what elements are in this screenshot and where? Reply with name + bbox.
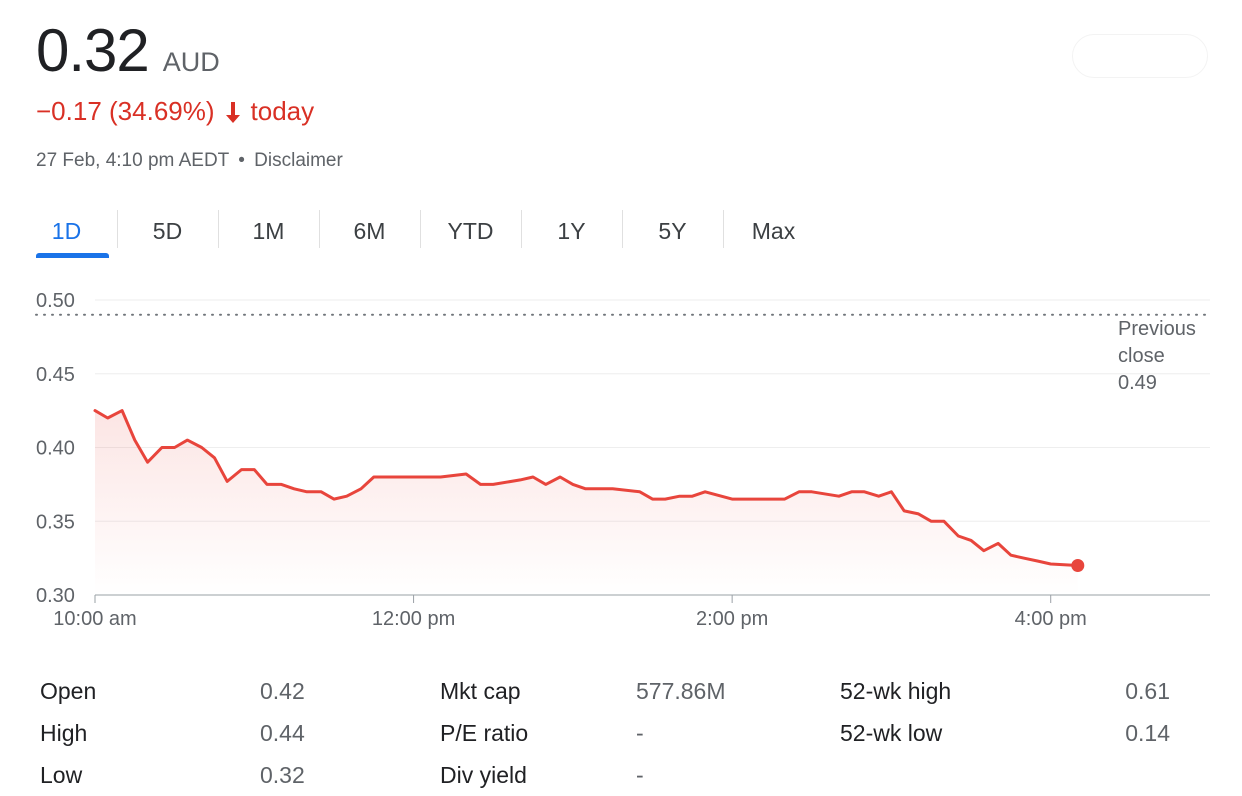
price-chart[interactable]: 0.50 0.45 0.40 0.35 0.30 Previous close 0.49 10:…	[0, 278, 1242, 638]
y-tick-label: 0.40	[36, 438, 75, 460]
currency-code: AUD	[162, 47, 220, 77]
tab-label: Max	[751, 218, 796, 244]
stat-empty	[840, 754, 1060, 796]
change-value: −0.17 (34.69%)	[36, 96, 215, 126]
tab-1y[interactable]: 1Y	[521, 206, 622, 258]
x-tick-label: 10:00 am	[53, 608, 136, 630]
tab-label: 5Y	[658, 218, 687, 244]
tab-label: 6M	[353, 218, 386, 244]
previous-close-label: close	[1118, 345, 1165, 367]
stat-value: -	[636, 720, 644, 746]
price-line	[93, 409, 1080, 567]
tab-label: 5D	[152, 218, 183, 244]
quote-meta: 27 Feb, 4:10 pm AEDT • Disclaimer	[36, 150, 343, 172]
timestamp: 27 Feb, 4:10 pm AEDT	[36, 150, 229, 171]
tab-label: YTD	[447, 218, 494, 244]
y-tick-label: 0.45	[36, 364, 75, 386]
stat-value: 0.44	[260, 720, 305, 746]
tab-5y[interactable]: 5Y	[622, 206, 723, 258]
stat-label: Div yield	[440, 762, 527, 788]
y-tick-label: 0.30	[36, 585, 75, 607]
stat-label: 52-wk low	[840, 720, 943, 746]
arrow-down-icon	[223, 100, 243, 124]
current-price: 0.32	[36, 17, 150, 84]
follow-button[interactable]	[1072, 34, 1208, 78]
tab-label: 1M	[252, 218, 285, 244]
price-area	[95, 410, 1078, 595]
x-tick-label: 2:00 pm	[696, 608, 768, 630]
tab-label: 1Y	[557, 218, 586, 244]
x-tick-label: 12:00 pm	[372, 608, 455, 630]
stat-value: 0.14	[1125, 720, 1170, 746]
stat-label: 52-wk high	[840, 678, 952, 704]
current-price-point	[1071, 559, 1085, 572]
stat-empty	[1060, 754, 1170, 796]
change-period: today	[250, 96, 315, 126]
stat-value: 0.42	[260, 678, 305, 704]
disclaimer-link[interactable]: Disclaimer	[254, 150, 343, 171]
previous-close-label: Previous	[1118, 318, 1196, 340]
tab-1d[interactable]: 1D	[16, 206, 117, 258]
stat-value: -	[636, 762, 644, 788]
previous-close-value: 0.49	[1118, 372, 1157, 394]
stat-label: P/E ratio	[440, 720, 529, 746]
price-change: −0.17 (34.69%) today	[36, 96, 314, 127]
stat-label: Low	[40, 762, 83, 788]
stat-label: Mkt cap	[440, 678, 521, 704]
stat-value: 577.86M	[636, 678, 726, 704]
stat-label: High	[40, 720, 88, 746]
y-tick-label: 0.50	[36, 290, 75, 312]
tab-label: 1D	[51, 218, 82, 244]
tab-6m[interactable]: 6M	[319, 206, 420, 258]
tab-max[interactable]: Max	[723, 206, 824, 258]
x-tick-label: 4:00 pm	[1015, 608, 1087, 630]
tab-1m[interactable]: 1M	[218, 206, 319, 258]
stat-label: Open	[40, 678, 97, 704]
price-header: 0.32 AUD	[36, 18, 220, 84]
tab-ytd[interactable]: YTD	[420, 206, 521, 258]
stats-table: Open 0.42 Mkt cap 577.86M 52-wk high 0.61 High…	[40, 670, 1220, 796]
range-tabs: 1D 5D 1M 6M YTD 1Y 5Y Max	[16, 206, 824, 258]
stat-value: 0.61	[1125, 678, 1170, 704]
y-tick-label: 0.35	[36, 511, 75, 533]
tab-5d[interactable]: 5D	[117, 206, 218, 258]
stat-value: 0.32	[260, 762, 305, 788]
separator-dot: •	[238, 150, 245, 171]
